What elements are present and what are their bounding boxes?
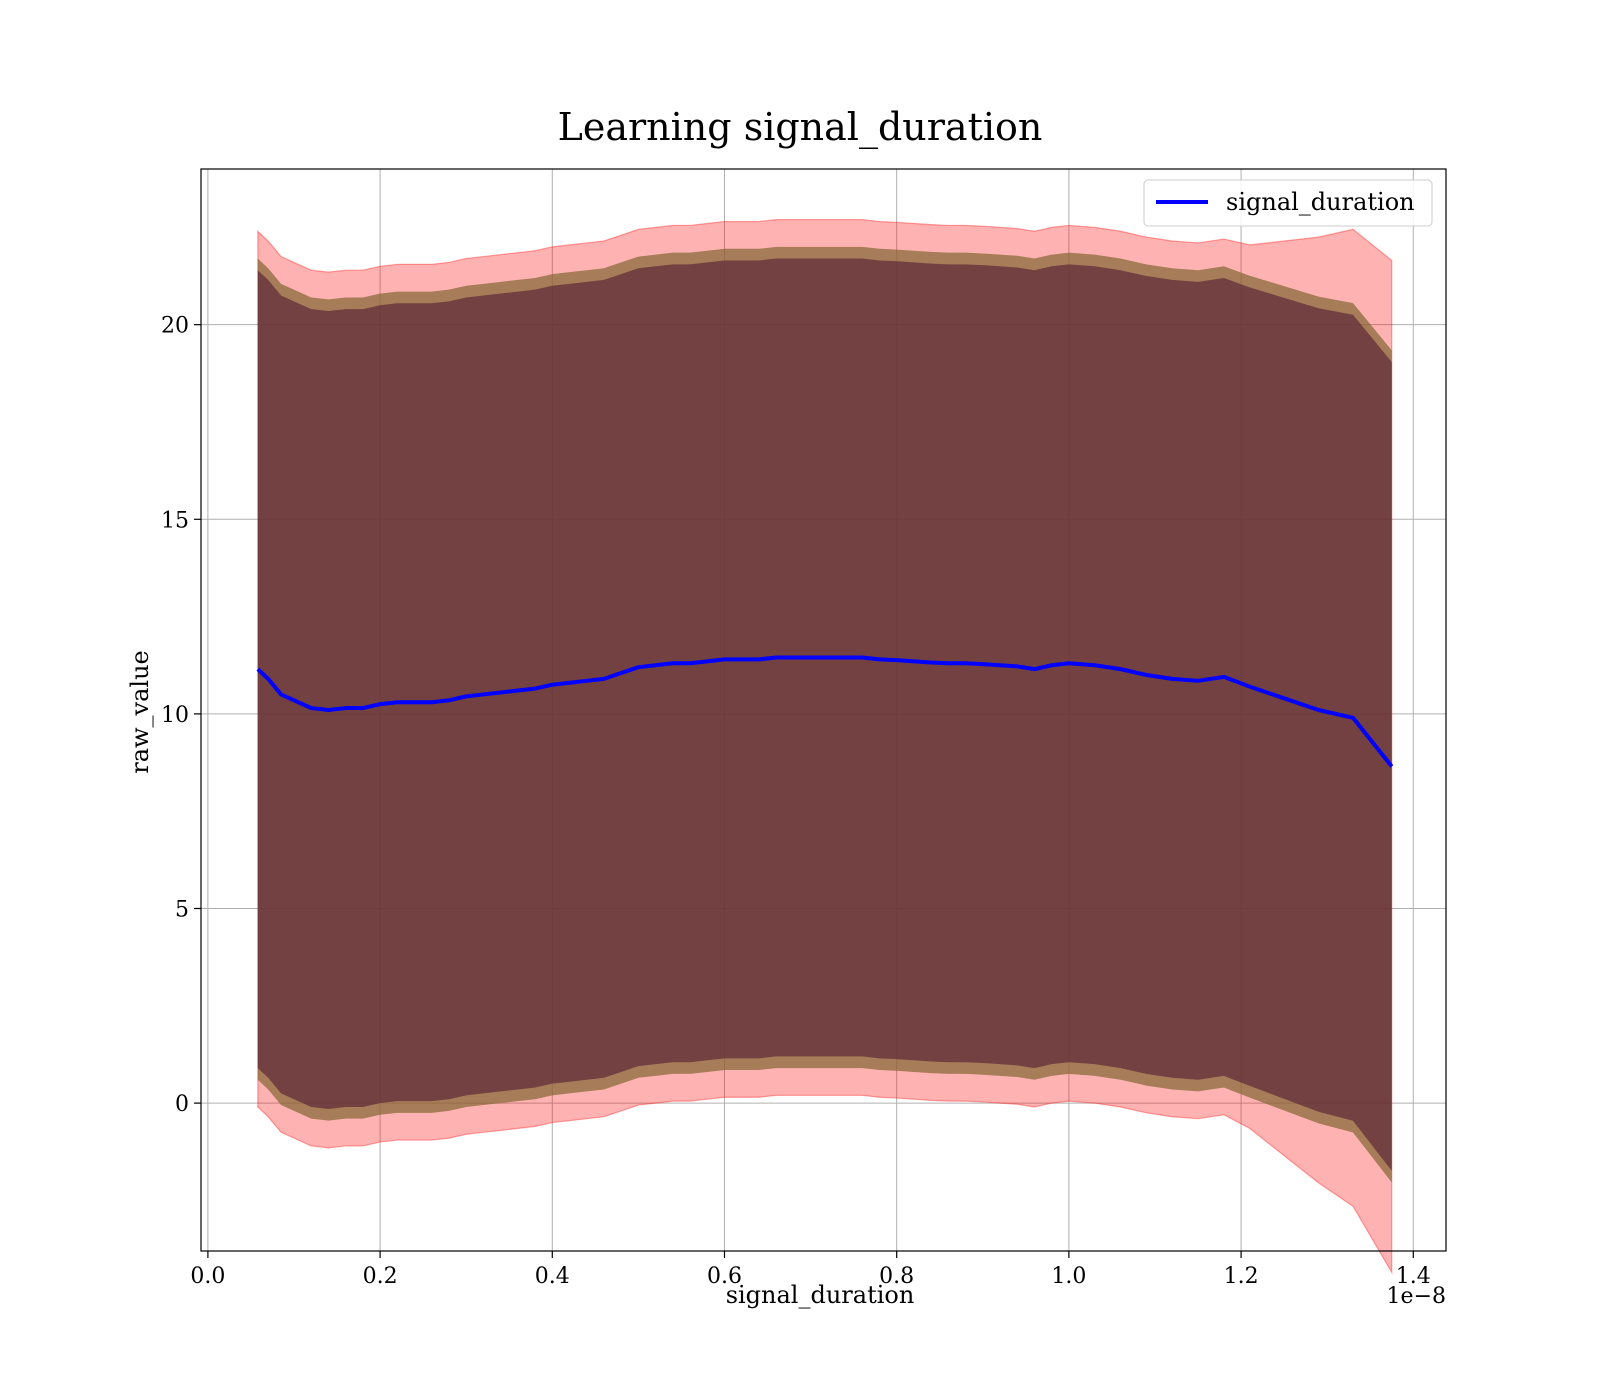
chart-title: Learning signal_duration [558,105,1043,150]
axes-frame [200,168,1447,1252]
x-tick-label-2: 0.4 [535,1264,570,1289]
legend-box [1143,179,1433,227]
y-tick-label-4: 20 [161,314,189,339]
x-tick-label-3: 0.6 [707,1264,742,1289]
x-tick-label-6: 1.2 [1224,1264,1259,1289]
series-line-signal-duration [256,655,1394,768]
x-tick-label-5: 1.0 [1051,1264,1086,1289]
y-tick-label-1: 5 [175,897,189,922]
x-tick-label-7: 1.4 [1396,1264,1431,1289]
y-axis-label: raw_value [126,650,154,774]
x-tick-label-4: 0.8 [879,1264,914,1289]
y-tick-label-0: 0 [175,1092,189,1117]
inner-band [257,258,1392,1171]
legend: signal_duration [1143,179,1433,227]
plot-area: 0.0 0.2 0.4 0.6 0.8 1.0 1.2 1.4 0 5 10 15 20 [161,168,1447,1289]
y-tick-label-2: 10 [161,703,189,728]
x-tick-label-0: 0.0 [190,1264,225,1289]
x-axis-offset-text: 1e−8 [1387,1284,1446,1309]
x-axis-label: signal_duration [726,1281,915,1309]
x-tick-label-1: 0.2 [363,1264,398,1289]
y-tick-label-3: 15 [161,508,189,533]
legend-label-signal-duration: signal_duration [1226,188,1415,216]
